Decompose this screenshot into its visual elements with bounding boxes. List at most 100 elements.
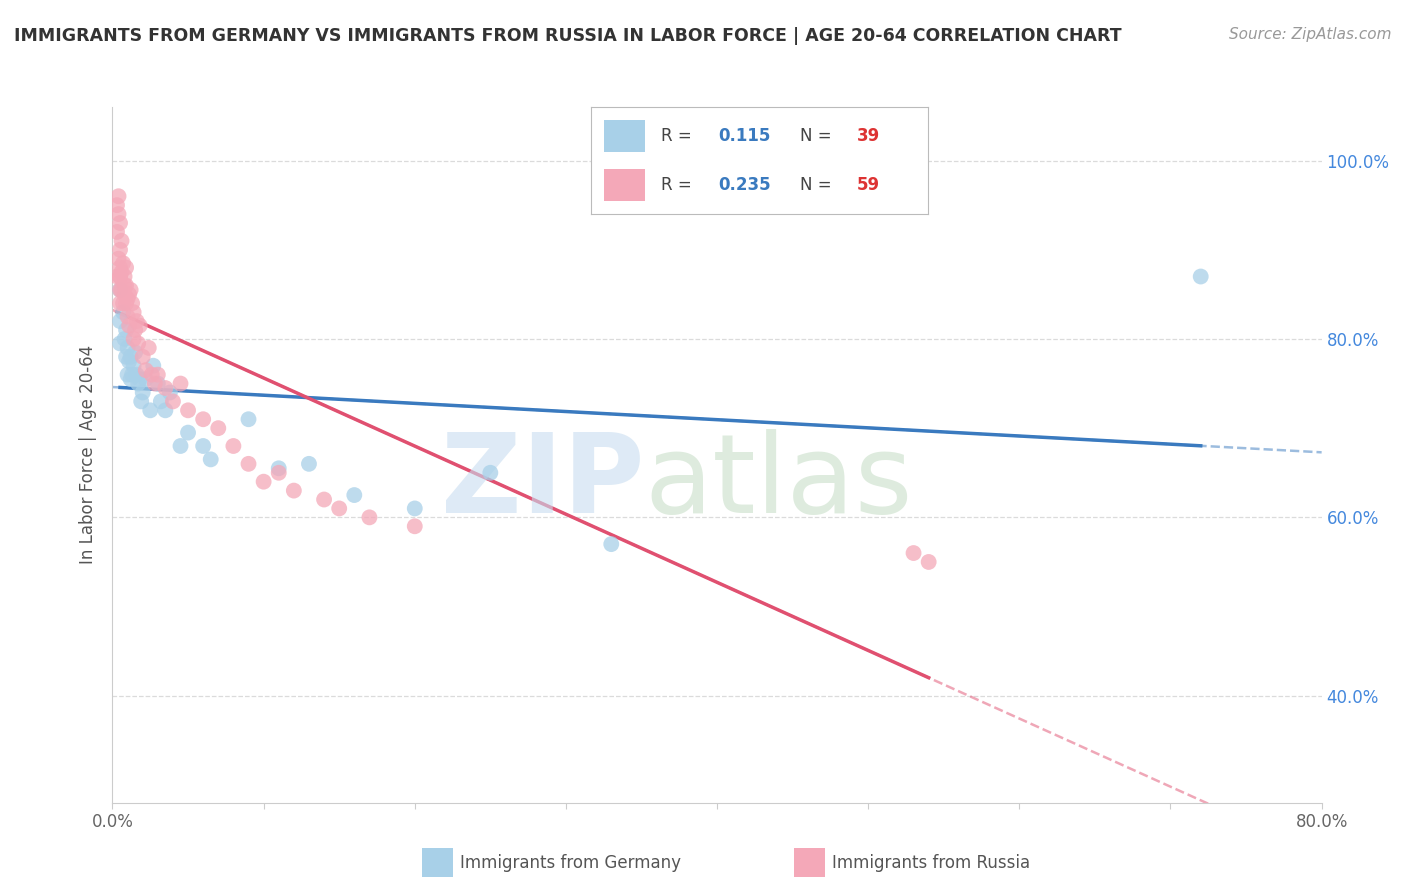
Text: ZIP: ZIP xyxy=(441,429,644,536)
Point xyxy=(117,368,139,382)
Point xyxy=(127,376,149,391)
Point xyxy=(107,252,129,266)
Point xyxy=(135,363,157,377)
Point xyxy=(177,425,200,440)
Point xyxy=(314,492,336,507)
Point xyxy=(120,350,142,364)
Point xyxy=(267,461,290,475)
Point xyxy=(146,368,169,382)
Point xyxy=(105,225,128,239)
Text: 0.115: 0.115 xyxy=(718,127,770,145)
Point xyxy=(112,296,135,310)
Text: atlas: atlas xyxy=(644,429,912,536)
Point xyxy=(146,376,169,391)
Point xyxy=(359,510,381,524)
Point xyxy=(107,189,129,203)
Point xyxy=(404,519,426,533)
Point xyxy=(600,537,623,551)
Point xyxy=(135,372,157,386)
Point xyxy=(143,376,166,391)
Text: Immigrants from Russia: Immigrants from Russia xyxy=(832,854,1031,871)
Point xyxy=(343,488,366,502)
Point xyxy=(121,368,143,382)
Text: R =: R = xyxy=(661,127,697,145)
Point xyxy=(115,278,138,293)
Point xyxy=(169,376,191,391)
Text: R =: R = xyxy=(661,177,697,194)
Point xyxy=(115,323,138,337)
Point xyxy=(108,243,131,257)
Point xyxy=(141,368,163,382)
Point xyxy=(191,412,214,426)
Point xyxy=(115,350,138,364)
Point xyxy=(124,345,146,359)
Point xyxy=(132,385,155,400)
Point xyxy=(142,359,165,373)
Point xyxy=(108,283,131,297)
Point xyxy=(238,412,260,426)
Point xyxy=(404,501,426,516)
Point xyxy=(107,207,129,221)
Point xyxy=(108,269,131,284)
Point xyxy=(128,318,150,333)
Point xyxy=(108,283,131,297)
Point xyxy=(108,314,131,328)
Point xyxy=(112,305,135,319)
Point xyxy=(108,216,131,230)
Point xyxy=(283,483,305,498)
Point xyxy=(479,466,502,480)
Point xyxy=(121,296,143,310)
Point xyxy=(108,296,131,310)
Point xyxy=(128,372,150,386)
Point xyxy=(138,341,160,355)
Point xyxy=(108,336,131,351)
Point xyxy=(108,269,131,284)
Point xyxy=(115,296,138,310)
Point xyxy=(132,350,155,364)
Point xyxy=(117,310,139,324)
Point xyxy=(222,439,245,453)
Point xyxy=(122,332,145,346)
Text: N =: N = xyxy=(800,127,837,145)
Point xyxy=(117,341,139,355)
Point xyxy=(155,403,177,417)
Bar xyxy=(605,169,644,202)
Point xyxy=(118,318,141,333)
Point xyxy=(114,332,136,346)
Point xyxy=(125,314,148,328)
Text: 39: 39 xyxy=(858,127,880,145)
Point xyxy=(169,439,191,453)
Point xyxy=(120,372,142,386)
Point xyxy=(114,278,136,293)
Point xyxy=(122,305,145,319)
Point xyxy=(191,439,214,453)
Point xyxy=(200,452,222,467)
Point xyxy=(122,359,145,373)
Bar xyxy=(605,120,644,152)
Point xyxy=(114,269,136,284)
Point xyxy=(238,457,260,471)
Point xyxy=(124,323,146,337)
Point xyxy=(918,555,941,569)
Point xyxy=(118,287,141,301)
Text: 0.235: 0.235 xyxy=(718,177,772,194)
Point xyxy=(110,265,132,279)
Point xyxy=(298,457,321,471)
Point xyxy=(114,287,136,301)
Point xyxy=(1189,269,1212,284)
Point xyxy=(112,256,135,270)
Point xyxy=(110,234,132,248)
Point xyxy=(162,394,184,409)
Text: Immigrants from Germany: Immigrants from Germany xyxy=(460,854,681,871)
Text: 59: 59 xyxy=(858,177,880,194)
Point xyxy=(110,283,132,297)
Point xyxy=(118,354,141,368)
Point xyxy=(129,394,152,409)
Point xyxy=(177,403,200,417)
Text: Source: ZipAtlas.com: Source: ZipAtlas.com xyxy=(1229,27,1392,42)
Y-axis label: In Labor Force | Age 20-64: In Labor Force | Age 20-64 xyxy=(79,345,97,565)
Point xyxy=(108,260,131,275)
Point xyxy=(105,269,128,284)
Point xyxy=(120,283,142,297)
Point xyxy=(127,336,149,351)
